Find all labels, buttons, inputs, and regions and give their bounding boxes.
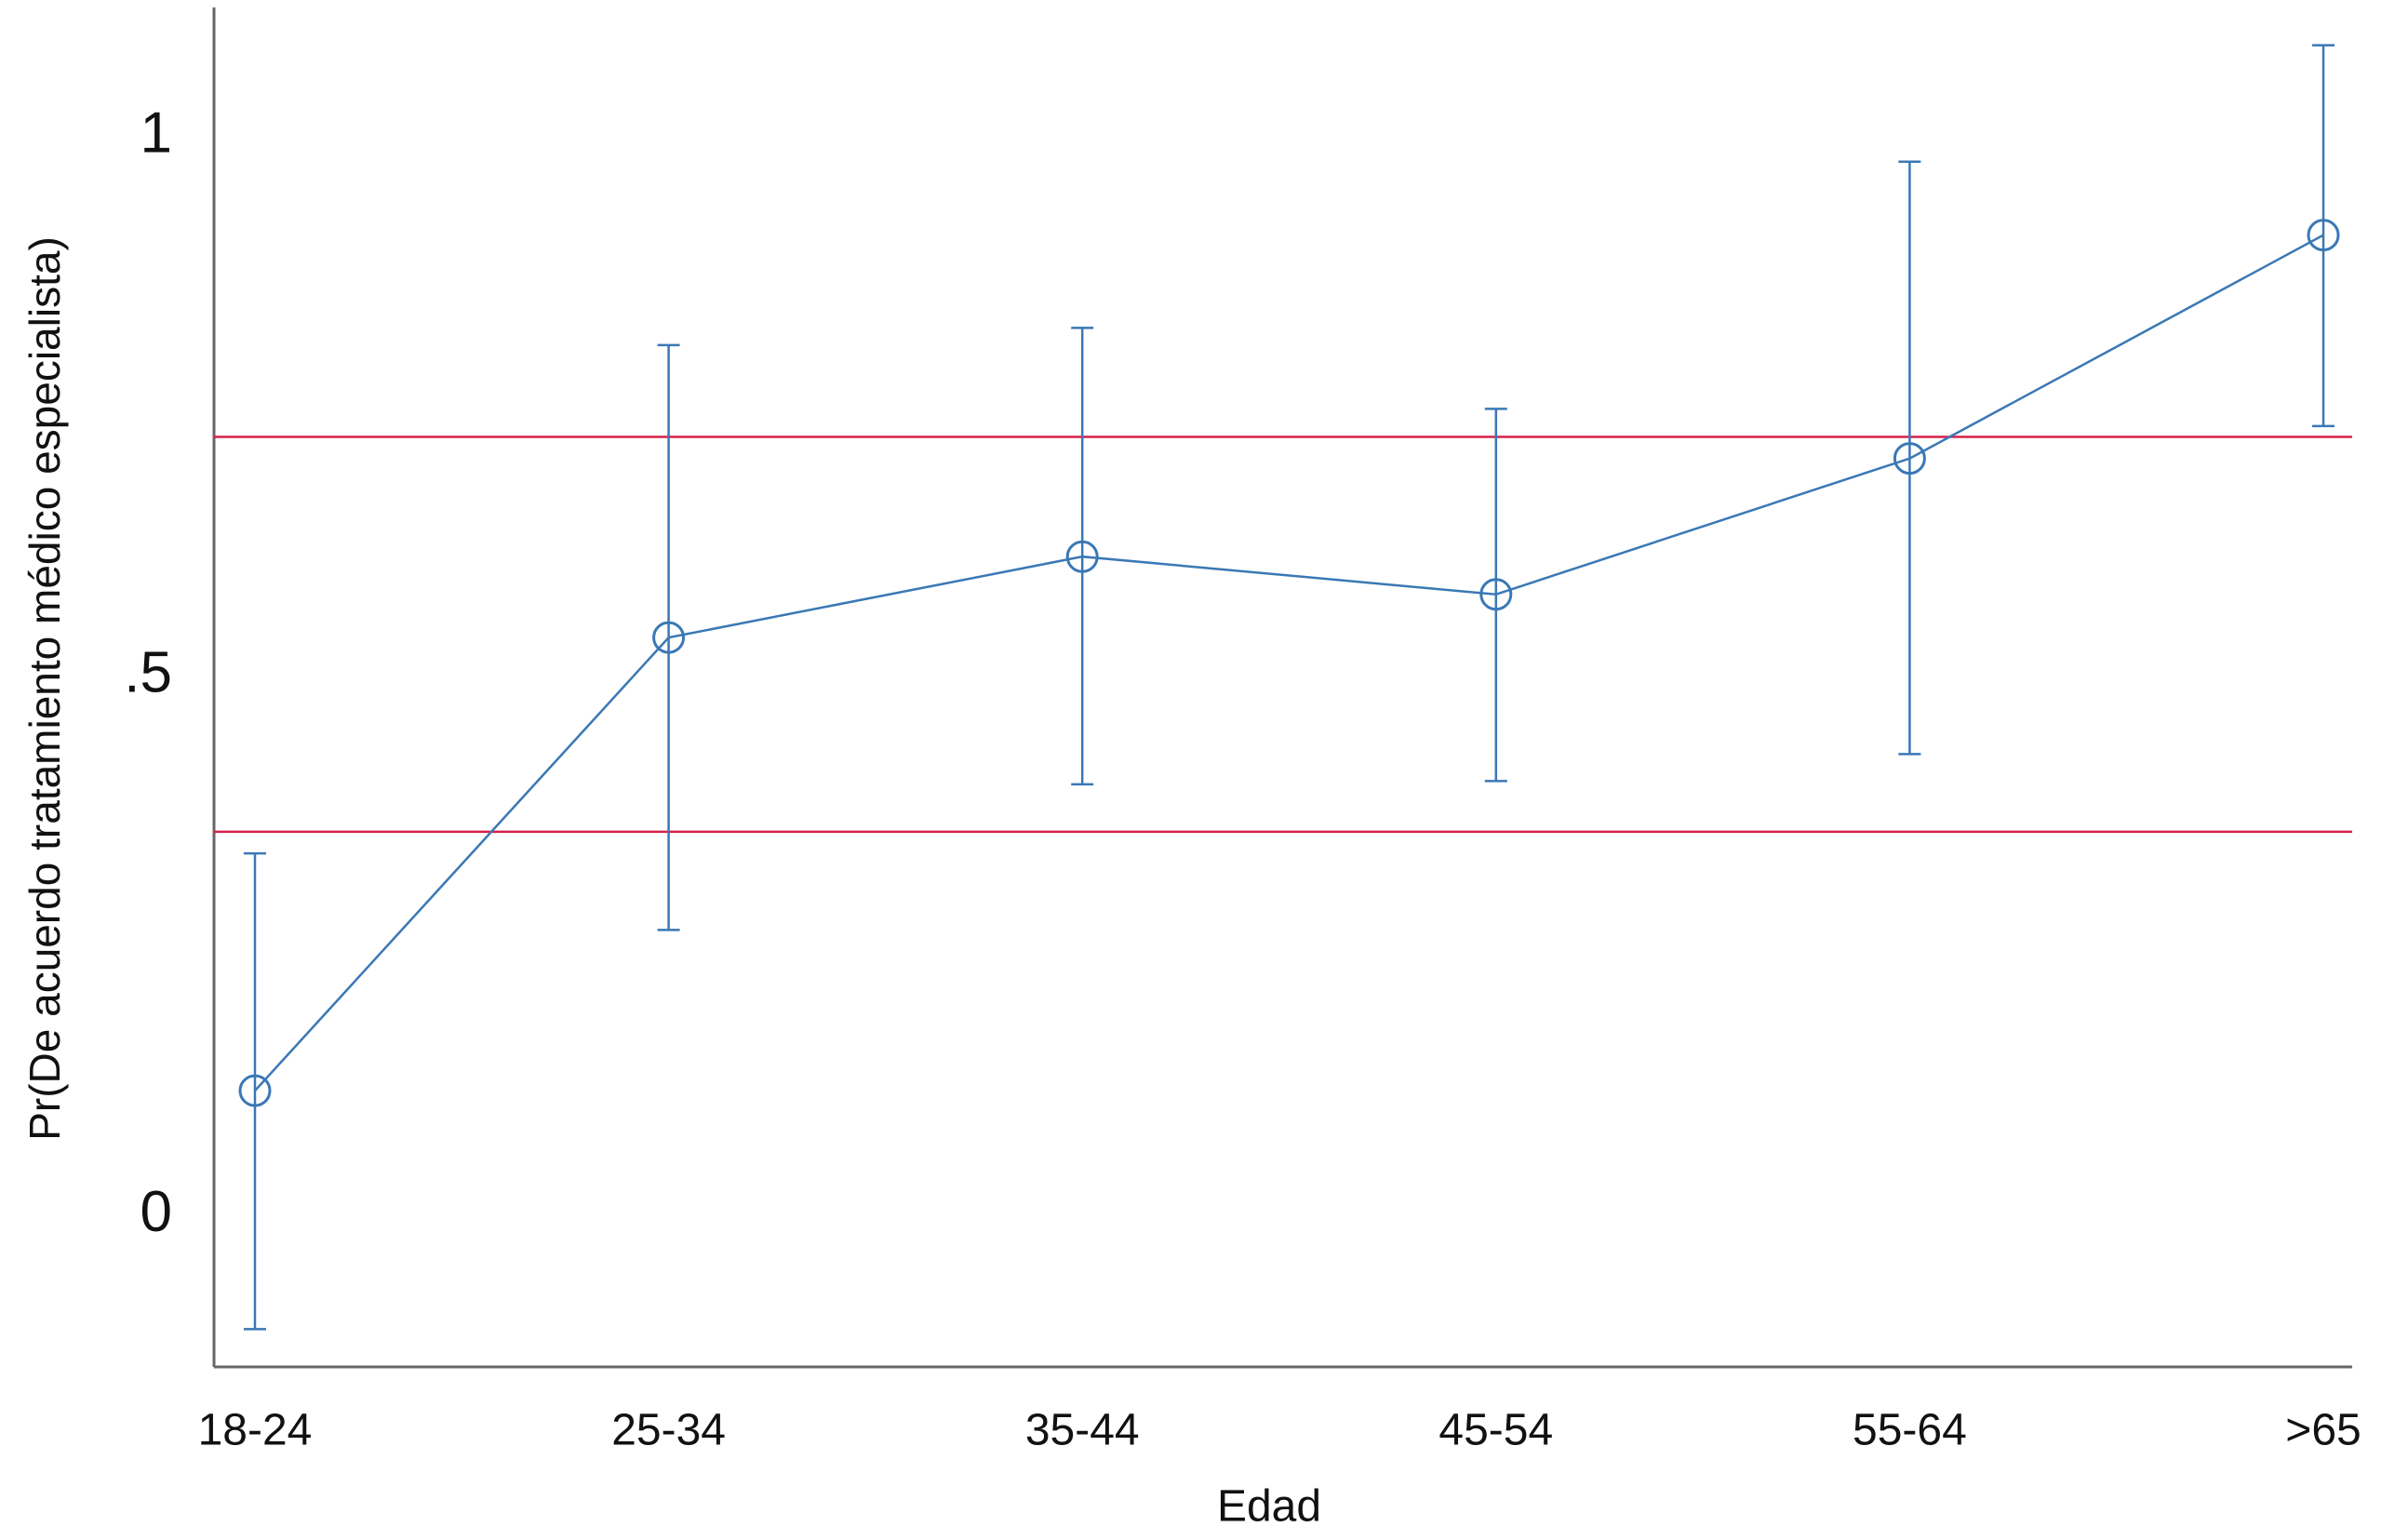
x-tick-label: >65	[2285, 1406, 2361, 1455]
y-tick-label: .5	[124, 640, 172, 704]
x-tick-label: 25-34	[611, 1406, 726, 1455]
point	[1065, 540, 1099, 573]
point	[1479, 578, 1513, 611]
point	[1893, 442, 1926, 475]
point	[652, 621, 686, 654]
x-axis-label: Edad	[1217, 1482, 1321, 1532]
x-tick-label: 55-64	[1853, 1406, 1967, 1455]
y-tick-label: 0	[140, 1180, 172, 1244]
x-tick-label: 18-24	[198, 1406, 313, 1455]
y-axis-label: Pr(De acuerdo tratamiento médico especia…	[20, 236, 69, 1141]
x-tick-label: 35-44	[1025, 1406, 1140, 1455]
point	[2307, 219, 2340, 252]
point	[238, 1074, 272, 1107]
y-tick-label: 1	[140, 101, 172, 166]
line	[254, 234, 2324, 1092]
x-tick-label: 45-54	[1438, 1406, 1553, 1455]
